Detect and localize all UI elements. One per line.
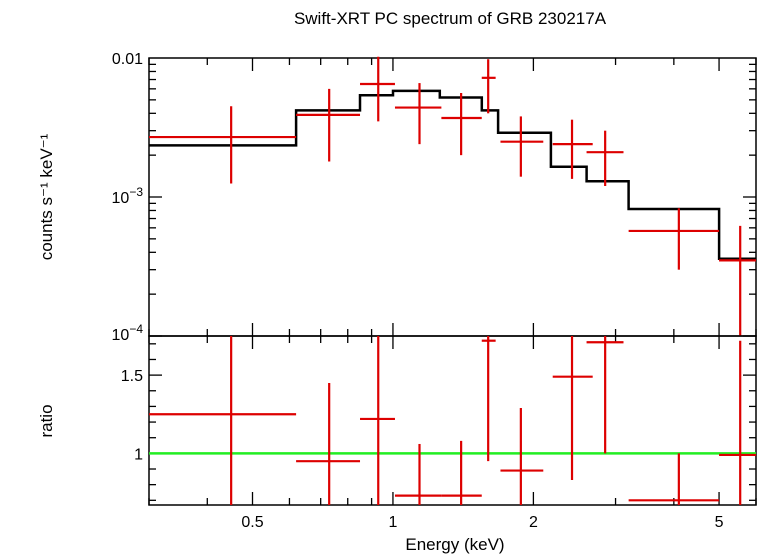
x-tick-label: 2 xyxy=(529,514,538,531)
data-point xyxy=(719,225,756,336)
y-tick-label: 10−4 xyxy=(112,322,144,344)
x-tick-label: 1 xyxy=(388,514,397,531)
data-point xyxy=(481,336,496,462)
ratio-frame xyxy=(148,335,757,506)
y-axis-label-ratio: ratio xyxy=(37,404,56,437)
model-line xyxy=(149,89,756,260)
ratio-panel: 1.51 xyxy=(121,335,757,506)
x-tick-label: 5 xyxy=(715,514,724,531)
data-point xyxy=(586,130,624,186)
spectrum-frame xyxy=(148,57,757,337)
data-point xyxy=(394,443,442,505)
y-tick-label: 1 xyxy=(134,446,143,463)
data-point xyxy=(552,119,593,179)
spectrum-panel: 0.01 10−3 10−4 xyxy=(112,51,757,344)
data-point xyxy=(394,83,442,145)
x-tick-label: 0.5 xyxy=(241,514,263,531)
y-tick-label: 0.01 xyxy=(112,51,143,68)
data-point xyxy=(360,56,395,122)
data-point xyxy=(149,336,297,505)
x-axis: 0.5 1 2 5 xyxy=(241,514,723,531)
data-point xyxy=(628,208,720,270)
chart-title: Swift-XRT PC spectrum of GRB 230217A xyxy=(294,9,607,28)
data-point xyxy=(500,407,544,505)
x-axis-label: Energy (keV) xyxy=(405,535,504,554)
data-point xyxy=(296,88,361,162)
data-point xyxy=(149,106,297,184)
data-point xyxy=(296,382,361,505)
data-point xyxy=(552,336,593,480)
data-point xyxy=(360,336,395,505)
data-point xyxy=(628,453,720,505)
y-tick-label: 1.5 xyxy=(121,368,143,385)
y-tick-label: 10−3 xyxy=(112,185,144,207)
data-point xyxy=(586,336,624,454)
data-point xyxy=(500,116,544,177)
y-axis-label-spectrum: counts s⁻¹ keV⁻¹ xyxy=(37,133,56,260)
data-point xyxy=(441,93,482,156)
data-point xyxy=(481,59,496,114)
data-point xyxy=(441,440,482,505)
data-point xyxy=(719,340,756,505)
